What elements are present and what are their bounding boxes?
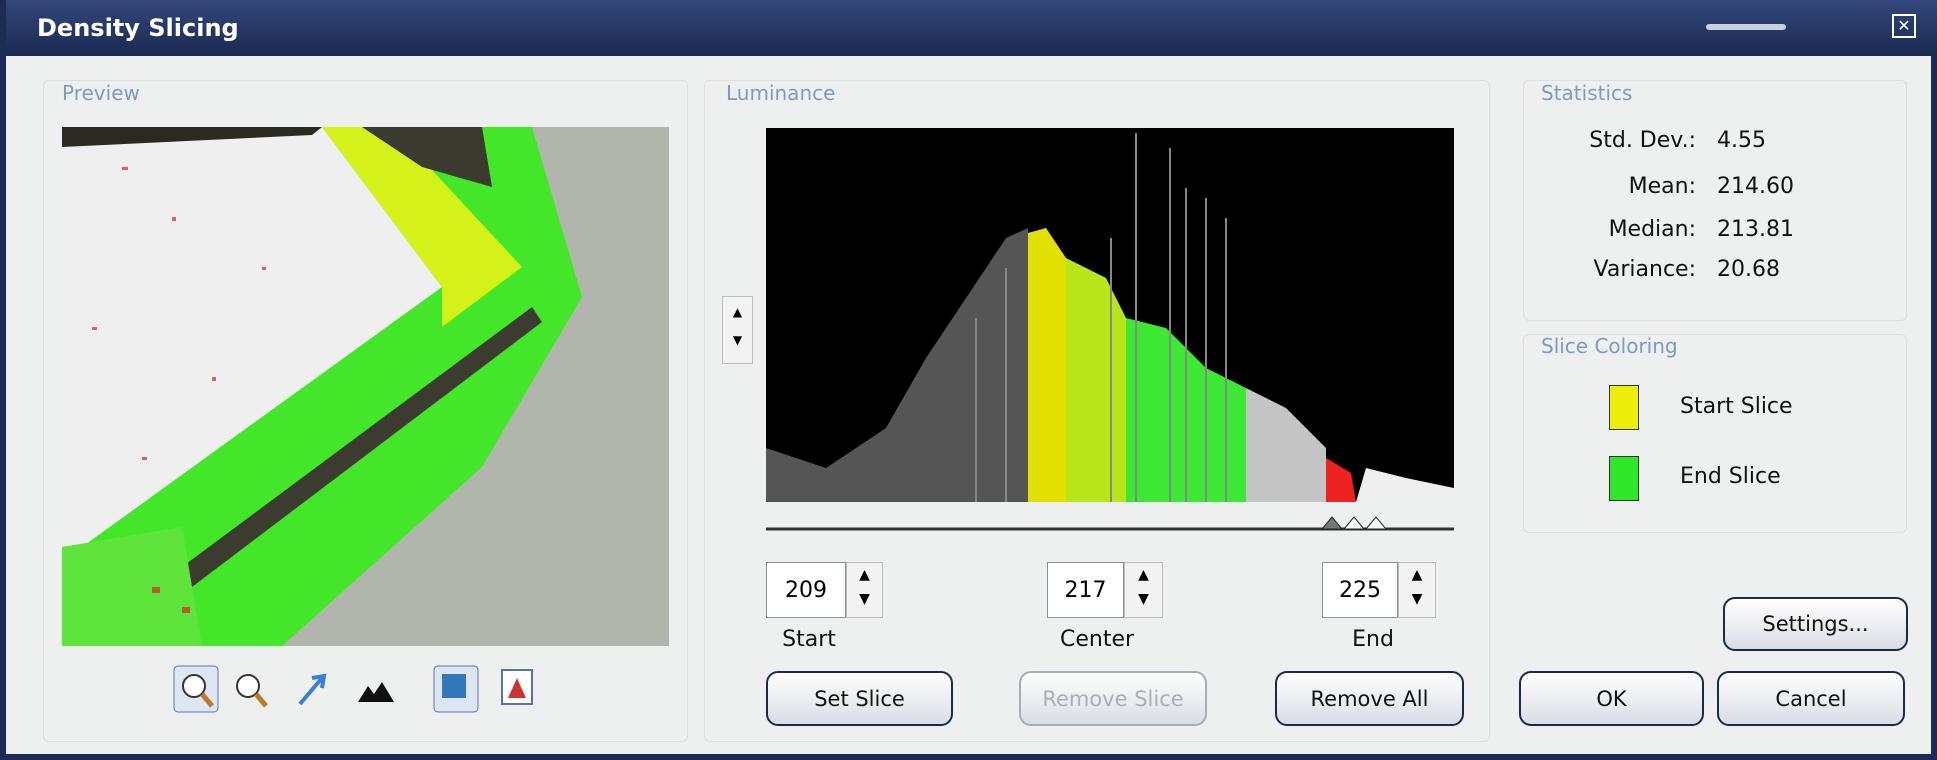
zoom-in-icon <box>183 675 205 697</box>
settings-button[interactable]: Settings... <box>1723 597 1908 651</box>
preview-image <box>62 127 669 646</box>
window-title: Density Slicing <box>37 14 239 42</box>
statistics-group <box>1523 80 1907 321</box>
center-label: Center <box>1060 627 1134 652</box>
group-label: Preview <box>62 81 140 105</box>
end-slice-label: End Slice <box>1680 464 1781 489</box>
stat-label: Std. Dev.: <box>1589 128 1696 153</box>
group-label: Slice Coloring <box>1541 334 1678 358</box>
slice-coloring-group <box>1523 334 1907 533</box>
title-bar <box>6 0 1937 56</box>
slice-view-icon <box>442 674 466 698</box>
end-label: End <box>1352 627 1394 652</box>
stat-label: Variance: <box>1594 257 1696 282</box>
stat-label: Mean: <box>1629 174 1696 199</box>
stat-value: 214.60 <box>1717 174 1794 199</box>
group-label: Luminance <box>726 81 835 105</box>
cancel-button[interactable]: Cancel <box>1717 671 1905 726</box>
start-spinner[interactable]: ▲▼ <box>846 562 883 618</box>
pan-tool[interactable] <box>300 676 324 704</box>
stat-value: 20.68 <box>1717 257 1780 282</box>
center-spinner[interactable]: ▲▼ <box>1124 562 1163 618</box>
start-slice-swatch[interactable] <box>1609 385 1639 430</box>
scale-spinner[interactable]: ▲▼ <box>722 296 753 364</box>
remove-slice-button: Remove Slice <box>1019 671 1207 726</box>
close-button[interactable]: ✕ <box>1892 14 1916 38</box>
set-slice-button[interactable]: Set Slice <box>766 671 953 726</box>
stat-value: 4.55 <box>1717 128 1766 153</box>
group-label: Statistics <box>1541 81 1632 105</box>
dialog-window: Density Slicing ✕ Preview Luminance ▲▼ <box>0 0 1937 760</box>
end-spinner[interactable]: ▲▼ <box>1398 562 1436 618</box>
histogram-tool[interactable] <box>358 682 394 702</box>
slice-slider[interactable] <box>766 515 1454 545</box>
remove-all-button[interactable]: Remove All <box>1275 671 1464 726</box>
zoom-out-icon <box>256 694 266 706</box>
preview-toolbar <box>172 664 562 716</box>
stat-label: Median: <box>1609 217 1696 242</box>
start-slice-label: Start Slice <box>1680 394 1793 419</box>
stat-value: 213.81 <box>1717 217 1794 242</box>
ok-button[interactable]: OK <box>1519 671 1704 726</box>
center-input[interactable]: 217 <box>1047 562 1124 618</box>
title-bar-grip <box>1706 24 1786 30</box>
histogram <box>766 128 1454 502</box>
end-input[interactable]: 225 <box>1322 562 1398 618</box>
start-input[interactable]: 209 <box>766 562 846 618</box>
start-label: Start <box>782 627 836 652</box>
zoom-out-tool[interactable] <box>237 675 259 697</box>
end-slice-swatch[interactable] <box>1609 456 1639 501</box>
